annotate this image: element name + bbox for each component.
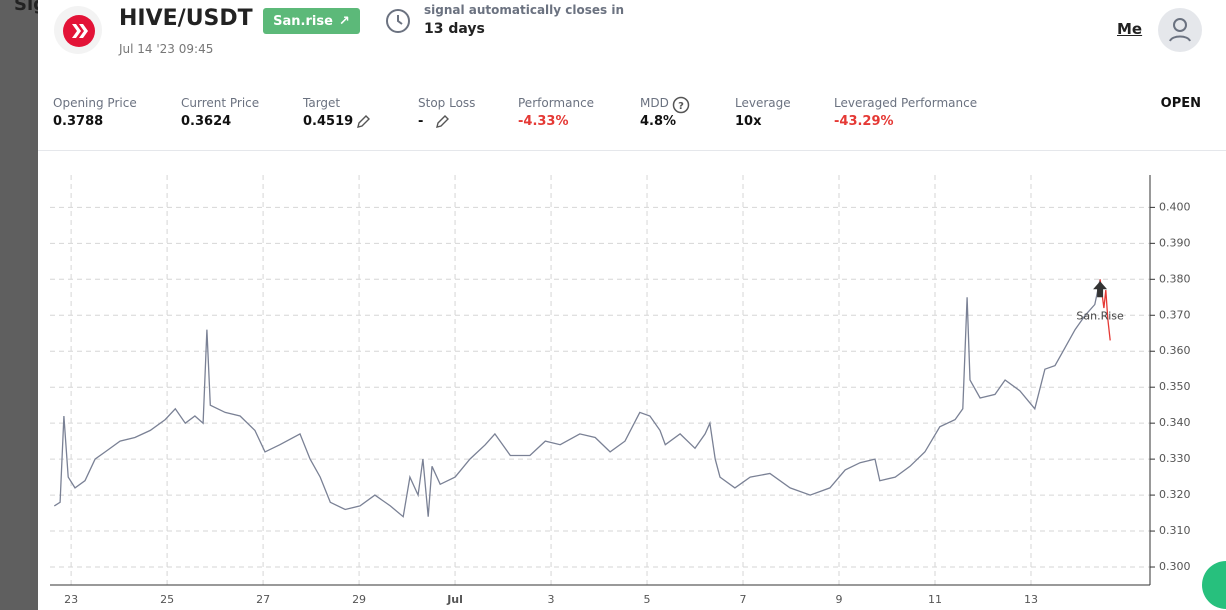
signal-arrow — [1093, 281, 1108, 298]
x-tick-label: Jul — [446, 593, 463, 606]
annotation: San.Rise — [1076, 309, 1124, 322]
stat-value: 0.3788 — [53, 114, 104, 129]
x-tick-label: 9 — [836, 593, 843, 606]
stat-label: Leverage — [735, 96, 791, 110]
y-tick-label: 0.320 — [1159, 488, 1191, 501]
stat-value: 4.8% — [640, 114, 677, 129]
signal-modal: HIVE/USDT Jul 14 '23 09:45 San.rise ↗ sig… — [38, 0, 1226, 610]
badge[interactable]: San.rise ↗ — [263, 8, 360, 34]
stat-label: Target — [303, 96, 341, 110]
status: OPEN — [1160, 96, 1201, 111]
avatar[interactable] — [1158, 8, 1202, 52]
y-tick-label: 0.390 — [1159, 236, 1191, 249]
stat-value: 10x — [735, 114, 762, 129]
price-line — [53, 279, 1101, 518]
clock-icon — [386, 9, 410, 33]
x-tick-label: 7 — [740, 593, 747, 606]
y-tick-label: 0.350 — [1159, 380, 1191, 393]
stat-label: Leveraged Performance — [834, 96, 978, 110]
stat-value: 0.3624 — [181, 114, 232, 129]
divider — [38, 150, 1226, 151]
badge-arrow: ↗ — [338, 13, 350, 29]
user-link[interactable]: Me — [1117, 20, 1143, 38]
x-tick-label: 5 — [644, 593, 651, 606]
x-tick-label: 25 — [160, 593, 174, 606]
x-tick-label: 3 — [548, 593, 555, 606]
edit-icon[interactable] — [355, 114, 371, 134]
x-tick-label: 23 — [64, 593, 78, 606]
x-tick-label: 27 — [256, 593, 270, 606]
y-tick-label: 0.300 — [1159, 560, 1191, 573]
y-tick-label: 0.310 — [1159, 524, 1191, 537]
y-tick-label: 0.370 — [1159, 308, 1191, 321]
y-tick-label: 0.400 — [1159, 200, 1191, 213]
y-tick-label: 0.380 — [1159, 272, 1191, 285]
stat-label: Stop Loss — [418, 96, 476, 110]
badge-text: San.rise — [273, 13, 333, 29]
stat-value: -4.33% — [518, 114, 569, 129]
stat-label: Performance — [518, 96, 595, 110]
stat-label: Current Price — [181, 96, 260, 110]
stat-label: Opening Price — [53, 96, 137, 110]
y-tick-label: 0.340 — [1159, 416, 1191, 429]
logo — [54, 6, 102, 54]
closes-label: signal automatically closes in — [424, 3, 625, 17]
x-tick-label: 29 — [352, 593, 366, 606]
svg-text:?: ? — [678, 101, 684, 112]
stat-value: 0.4519 — [303, 114, 354, 129]
stat-label: MDD — [640, 96, 669, 110]
stat-value: - — [418, 114, 424, 129]
date: Jul 14 '23 09:45 — [119, 42, 214, 56]
price-line — [1099, 279, 1111, 341]
stat-value: -43.29% — [834, 114, 894, 129]
y-tick-label: 0.360 — [1159, 344, 1191, 357]
y-tick-label: 0.330 — [1159, 452, 1191, 465]
pair: HIVE/USDT — [119, 6, 253, 31]
x-tick-label: 11 — [928, 593, 942, 606]
chat-button[interactable] — [1190, 560, 1226, 610]
help-icon: ? — [672, 96, 690, 117]
x-tick-label: 13 — [1024, 593, 1038, 606]
closes-value: 13 days — [424, 21, 485, 37]
edit-icon[interactable] — [434, 114, 450, 134]
